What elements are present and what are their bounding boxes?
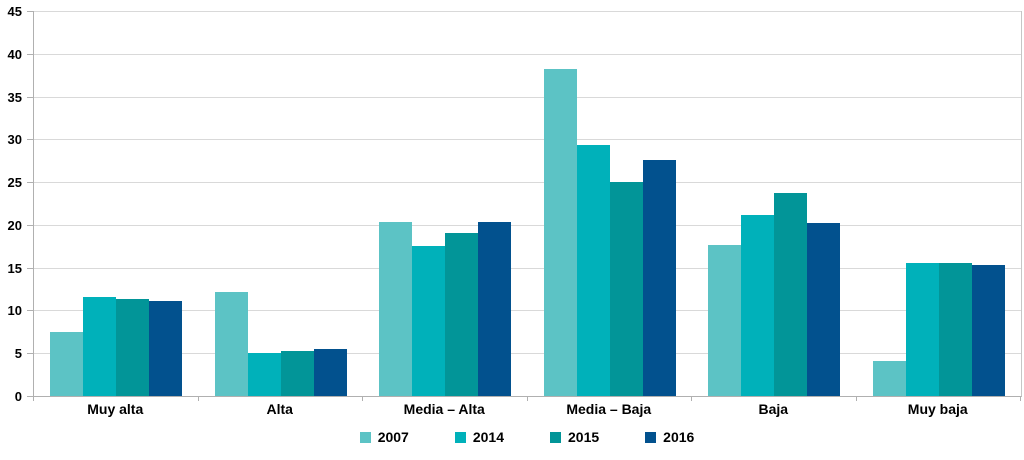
legend-label: 2014 — [472, 429, 504, 445]
legend-label: 2016 — [663, 429, 695, 445]
bar-2016 — [971, 265, 1005, 396]
x-tick-mark — [691, 397, 692, 401]
y-tick-mark — [27, 353, 33, 355]
gridline — [34, 267, 1021, 269]
legend-item-2015: 2015 — [550, 430, 599, 444]
x-tick-mark — [1020, 397, 1021, 401]
legend-item-2014: 2014 — [454, 429, 504, 445]
gridline — [34, 353, 1021, 355]
bar-group — [34, 11, 199, 396]
y-tick-label: 20 — [7, 217, 22, 233]
y-tick-label: 15 — [7, 260, 22, 276]
gridline — [34, 139, 1021, 141]
gridline — [34, 53, 1021, 55]
y-tick-label: 35 — [7, 89, 22, 105]
bar-2016 — [313, 348, 347, 396]
bar-2016 — [149, 301, 183, 396]
legend-item-2016: 2016 — [645, 430, 694, 444]
bar-2014 — [905, 263, 939, 396]
gridline — [34, 96, 1021, 98]
x-tick-mark — [362, 397, 363, 401]
bar-2015 — [609, 182, 643, 396]
x-tick-mark — [855, 397, 857, 401]
bar-2007 — [214, 291, 248, 396]
plot-area — [33, 11, 1022, 397]
bar-group — [363, 11, 528, 396]
bar-2015 — [445, 232, 479, 396]
bar-2007 — [872, 360, 906, 396]
bar-2015 — [116, 299, 150, 396]
y-tick-label: 30 — [7, 132, 22, 148]
y-tick-label: 0 — [14, 389, 22, 404]
bar-2016 — [642, 159, 676, 396]
bar-group — [692, 11, 857, 396]
bar-2016 — [807, 223, 841, 396]
y-tick-label: 45 — [7, 4, 22, 19]
bar-2014 — [247, 353, 281, 396]
bar-2015 — [938, 263, 972, 396]
legend-swatch-icon — [359, 431, 371, 443]
x-category-label: Baja — [758, 401, 789, 417]
bar-2015 — [774, 193, 808, 396]
x-category-label: Media – Baja — [566, 401, 652, 417]
y-tick-mark — [27, 11, 33, 12]
y-tick-label: 10 — [7, 303, 22, 319]
bar-2016 — [478, 222, 512, 396]
x-category-label: Muy baja — [907, 401, 968, 417]
legend-swatch-icon — [550, 431, 561, 443]
bar-2007 — [543, 69, 577, 396]
y-tick-mark — [27, 139, 33, 141]
bar-2015 — [280, 350, 314, 396]
x-axis: Muy alta Alta Media – Alta Media – Baja Baja… — [33, 401, 1021, 419]
y-tick-mark — [27, 53, 33, 55]
y-tick-label: 40 — [7, 46, 22, 62]
bar-group — [199, 11, 364, 396]
bar-2007 — [50, 331, 84, 396]
bar-2007 — [379, 222, 413, 396]
bar-group — [857, 11, 1022, 396]
y-tick-label: 5 — [14, 346, 22, 362]
x-category-label: Media – Alta — [403, 401, 485, 417]
legend-swatch-icon — [454, 431, 466, 443]
legend-label: 2015 — [568, 429, 600, 445]
y-tick-label: 25 — [7, 175, 22, 191]
x-tick-mark — [526, 397, 528, 401]
x-tick-mark — [197, 397, 199, 401]
gridline — [34, 224, 1021, 226]
bar-2014 — [412, 246, 446, 396]
x-category-label: Alta — [266, 401, 293, 417]
y-tick-mark — [27, 96, 33, 98]
legend: 2007 2014 2015 2016 — [33, 430, 1021, 444]
x-tick-mark — [33, 397, 34, 401]
gridline — [34, 11, 1021, 12]
x-category-label: Muy alta — [87, 401, 144, 417]
legend-item-2007: 2007 — [359, 429, 409, 445]
bar-2014 — [576, 145, 610, 396]
gridline — [34, 182, 1021, 184]
y-tick-mark — [27, 310, 33, 312]
y-tick-mark — [27, 182, 33, 184]
y-tick-mark — [27, 396, 33, 397]
bar-2014 — [83, 296, 117, 396]
y-tick-mark — [27, 224, 33, 226]
y-tick-mark — [27, 267, 33, 269]
gridline — [34, 310, 1021, 312]
legend-swatch-icon — [645, 431, 657, 443]
legend-label: 2007 — [377, 429, 409, 445]
bar-2007 — [708, 245, 742, 396]
y-axis: 0 5 10 15 20 25 30 35 40 45 — [0, 0, 26, 460]
bar-2014 — [741, 214, 775, 396]
bar-group — [528, 11, 693, 396]
